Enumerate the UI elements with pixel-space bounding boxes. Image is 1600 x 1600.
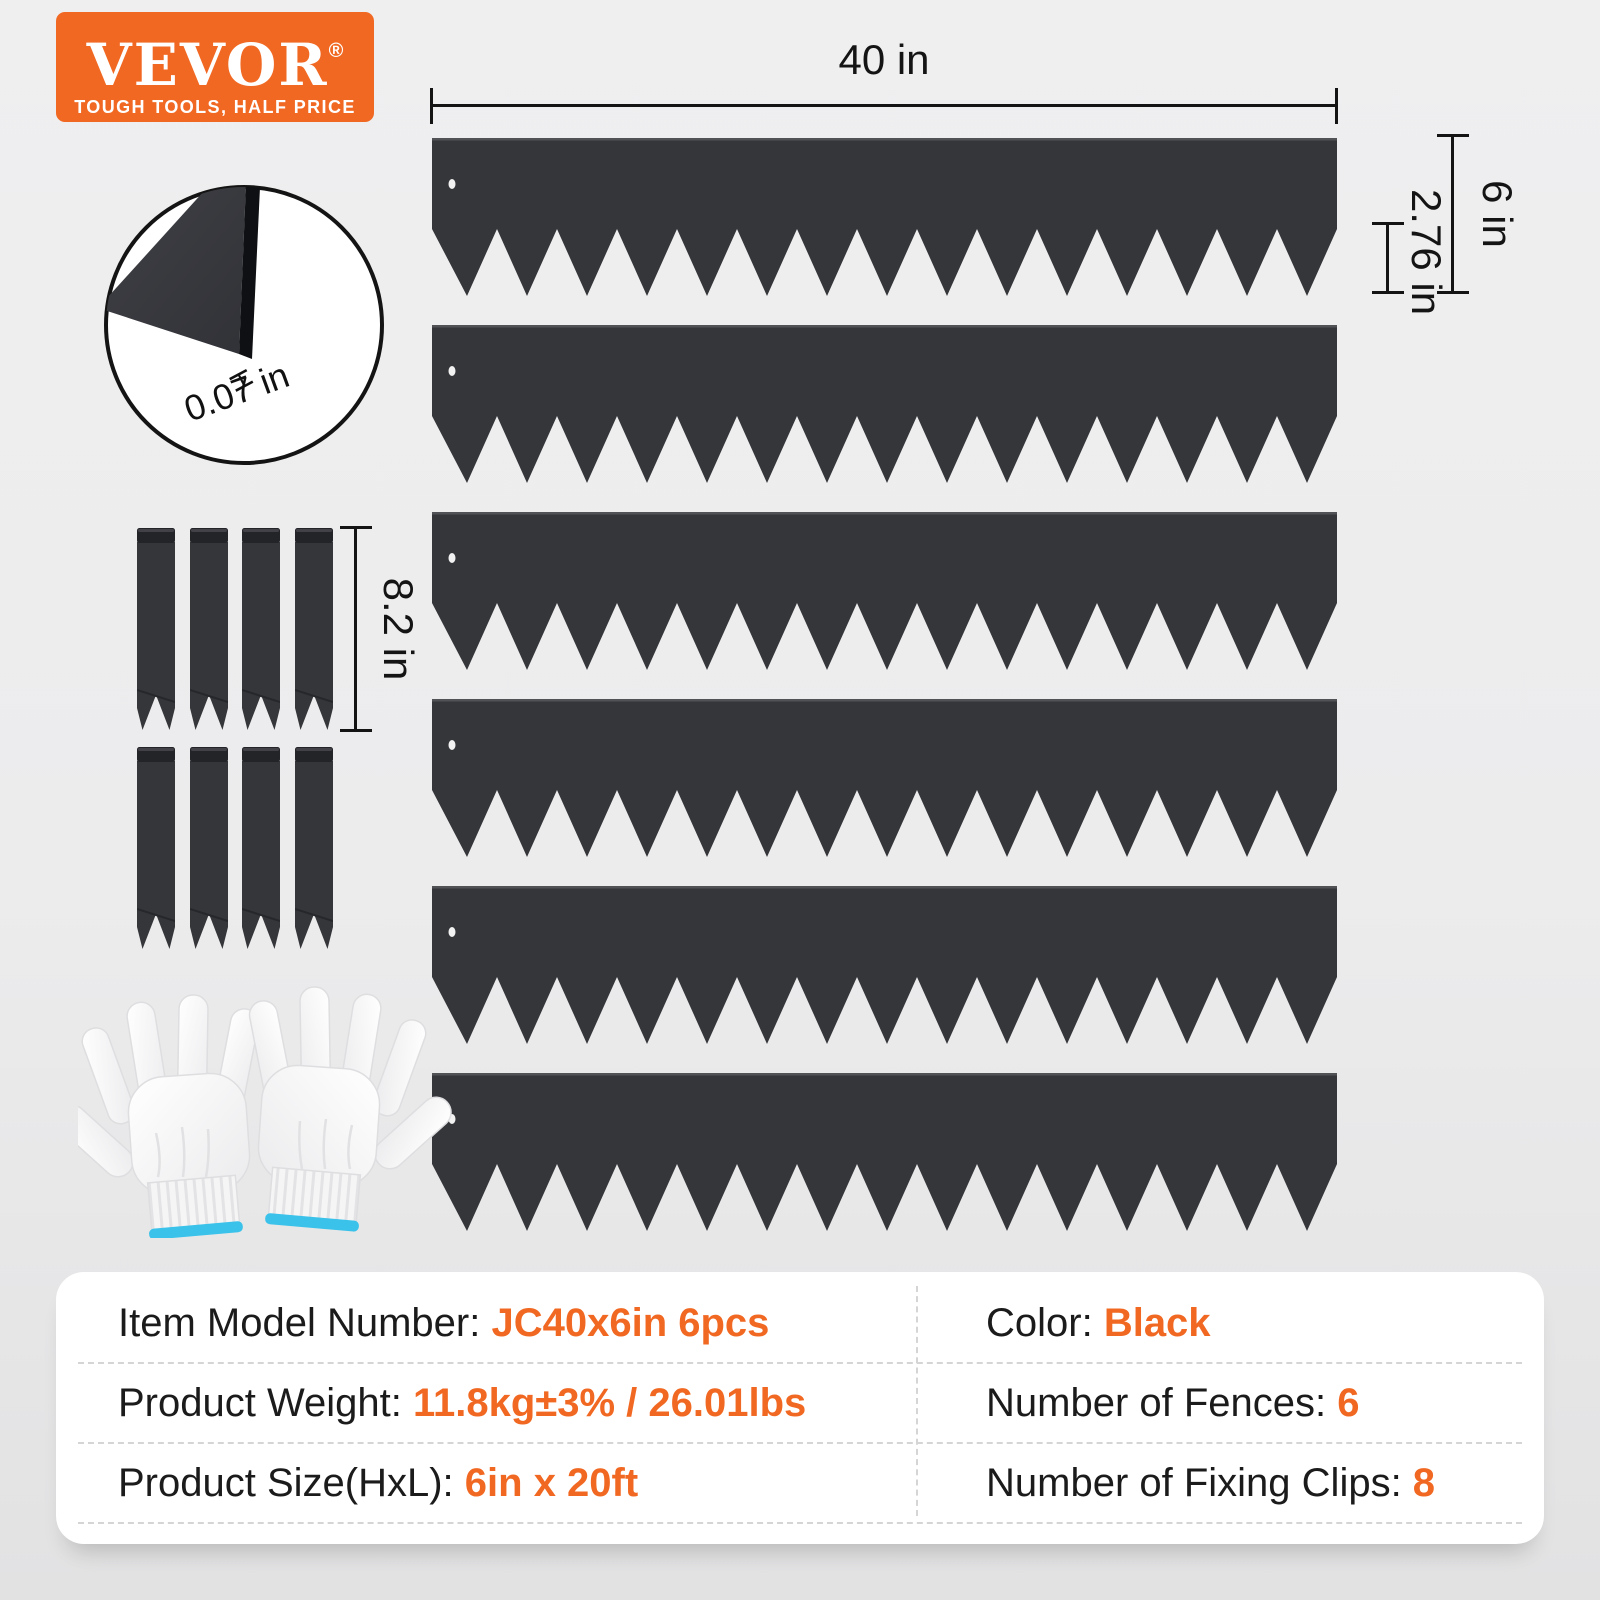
tooth-height-label: 2.76 in — [1403, 189, 1450, 316]
clip-fold-line — [137, 908, 175, 922]
spec-row: Product Size(HxL): 6in x 20ft Number of … — [78, 1444, 1522, 1524]
strip-hole — [448, 366, 456, 376]
fixing-clip — [189, 747, 228, 949]
fixing-clip — [242, 528, 280, 730]
clip-length-label: 8.2 in — [375, 577, 422, 681]
glove-finger — [81, 1027, 136, 1125]
clip-fold-line — [189, 908, 228, 922]
spec-label: Number of Fixing Clips: — [986, 1460, 1413, 1505]
fence-strip — [432, 1073, 1337, 1231]
strip-hole — [448, 179, 456, 189]
spec-clip-count: Number of Fixing Clips: 8 — [916, 1461, 1522, 1506]
glove-right — [245, 985, 456, 1234]
fence-strips — [432, 138, 1337, 1233]
spec-rows: Item Model Number: JC40x6in 6pcs Color: … — [78, 1284, 1522, 1524]
fixing-clip — [137, 747, 175, 949]
spec-weight: Product Weight: 11.8kg±3% / 26.01lbs — [78, 1381, 916, 1426]
strip-top-edge — [432, 699, 1337, 702]
fence-strip — [432, 886, 1337, 1044]
vevor-logo: VEVOR® TOUGH TOOLS, HALF PRICE — [56, 12, 374, 122]
clip-fold-line — [189, 689, 228, 703]
fixing-clip — [137, 528, 175, 730]
glove-cuff-trim — [149, 1221, 243, 1238]
spec-value: JC40x6in 6pcs — [491, 1300, 770, 1345]
spec-value: 8 — [1412, 1460, 1436, 1505]
spec-value: 6in x 20ft — [464, 1460, 639, 1505]
dim-line — [1386, 222, 1389, 294]
strip-hole — [448, 927, 456, 937]
glove-creases — [154, 1126, 210, 1178]
fixing-clip — [294, 747, 333, 949]
spec-value: 6 — [1337, 1380, 1360, 1425]
spec-item-model: Item Model Number: JC40x6in 6pcs — [78, 1301, 916, 1346]
fixing-clip — [242, 747, 280, 949]
spec-fence-count: Number of Fences: 6 — [916, 1381, 1522, 1426]
strip-top-edge — [432, 886, 1337, 889]
strip-top-edge — [432, 138, 1337, 141]
clip-fold-line — [294, 908, 333, 922]
clip-length-dimension: 8.2 in — [340, 526, 422, 732]
clip-fold-line — [137, 689, 175, 703]
strip-hole — [448, 553, 456, 563]
spec-value: 11.8kg±3% / 26.01lbs — [412, 1380, 807, 1425]
strip-hole — [448, 740, 456, 750]
spec-row: Product Weight: 11.8kg±3% / 26.01lbs Num… — [78, 1364, 1522, 1444]
spec-panel: Item Model Number: JC40x6in 6pcs Color: … — [56, 1272, 1544, 1544]
height-label: 6 in — [1474, 180, 1521, 248]
length-dimension: 40 in — [430, 36, 1338, 124]
clip-fold-line — [294, 689, 333, 703]
spec-label: Product Size(HxL): — [118, 1460, 465, 1505]
dim-line — [430, 104, 1338, 107]
glove-cuff — [146, 1174, 243, 1238]
length-label: 40 in — [838, 36, 930, 83]
steel-sheet-face — [106, 187, 246, 354]
spec-column-divider — [916, 1286, 918, 1516]
dim-line — [1451, 134, 1454, 294]
thickness-detail-inset: H 0.07 in — [104, 185, 384, 465]
glove-thumb — [78, 1104, 134, 1178]
spec-color: Color: Black — [916, 1301, 1522, 1346]
height-dimension: 6 in — [1437, 134, 1521, 294]
strip-top-edge — [432, 1073, 1337, 1076]
fence-strip — [432, 325, 1337, 483]
brand-name: VEVOR — [86, 31, 329, 99]
spec-label: Product Weight: — [118, 1380, 413, 1425]
spec-label: Color: — [986, 1300, 1104, 1345]
spec-label: Item Model Number: — [118, 1300, 492, 1345]
clip-fold-line — [242, 908, 280, 922]
fixing-clips — [137, 528, 470, 949]
spec-label: Number of Fences: — [986, 1380, 1338, 1425]
brand-wordmark: VEVOR® — [56, 20, 374, 96]
tooth-height-dimension: 2.76 in — [1372, 189, 1450, 315]
glove-left — [78, 994, 260, 1238]
registered-mark: ® — [328, 40, 344, 62]
spec-value: Black — [1103, 1300, 1211, 1345]
steel-sheet-edge — [239, 187, 260, 359]
spec-size: Product Size(HxL): 6in x 20ft — [78, 1461, 916, 1506]
work-gloves — [78, 985, 456, 1238]
strip-top-edge — [432, 512, 1337, 515]
clip-fold-line — [242, 689, 280, 703]
spec-row: Item Model Number: JC40x6in 6pcs Color: … — [78, 1284, 1522, 1364]
fixing-clip — [189, 528, 228, 730]
fence-strip — [432, 512, 1337, 670]
brand-tagline: TOUGH TOOLS, HALF PRICE — [74, 97, 356, 117]
strip-top-edge — [432, 325, 1337, 328]
fence-strip — [432, 138, 1337, 296]
fixing-clip — [294, 528, 333, 730]
fence-strip — [432, 699, 1337, 857]
dim-line — [354, 526, 357, 732]
